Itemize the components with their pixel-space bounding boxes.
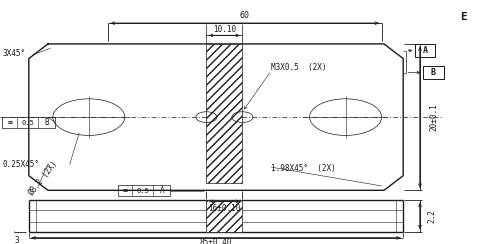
Text: M3X0.5  (2X): M3X0.5 (2X) bbox=[271, 63, 327, 71]
Bar bbox=[206, 44, 242, 183]
Text: 3: 3 bbox=[14, 236, 19, 244]
Text: 2.2: 2.2 bbox=[428, 209, 436, 223]
Text: B: B bbox=[45, 118, 49, 127]
Text: 10.10: 10.10 bbox=[213, 25, 236, 34]
Text: B: B bbox=[431, 68, 436, 77]
Text: 0.5: 0.5 bbox=[22, 120, 34, 126]
Bar bbox=[2, 117, 55, 128]
Bar bbox=[423, 66, 444, 79]
Text: 16±0.10: 16±0.10 bbox=[208, 204, 240, 213]
Text: ≡: ≡ bbox=[7, 118, 12, 127]
Text: 1.98X45°  (2X): 1.98X45° (2X) bbox=[271, 164, 336, 173]
Text: 0.5: 0.5 bbox=[137, 188, 149, 194]
Bar bbox=[415, 44, 435, 57]
Text: A: A bbox=[423, 46, 428, 55]
Text: E: E bbox=[460, 12, 467, 22]
Text: 60: 60 bbox=[240, 11, 250, 20]
Text: 85±0.40: 85±0.40 bbox=[200, 238, 232, 244]
Text: A: A bbox=[160, 186, 164, 195]
Bar bbox=[118, 185, 170, 196]
Text: 20±0.1: 20±0.1 bbox=[430, 103, 439, 131]
Text: Ø8.2 (2X): Ø8.2 (2X) bbox=[26, 159, 59, 197]
Text: ≡: ≡ bbox=[122, 186, 128, 195]
Text: 3X45°: 3X45° bbox=[2, 49, 25, 58]
Text: 0.25X45°: 0.25X45° bbox=[2, 160, 39, 169]
Bar bbox=[206, 200, 242, 232]
